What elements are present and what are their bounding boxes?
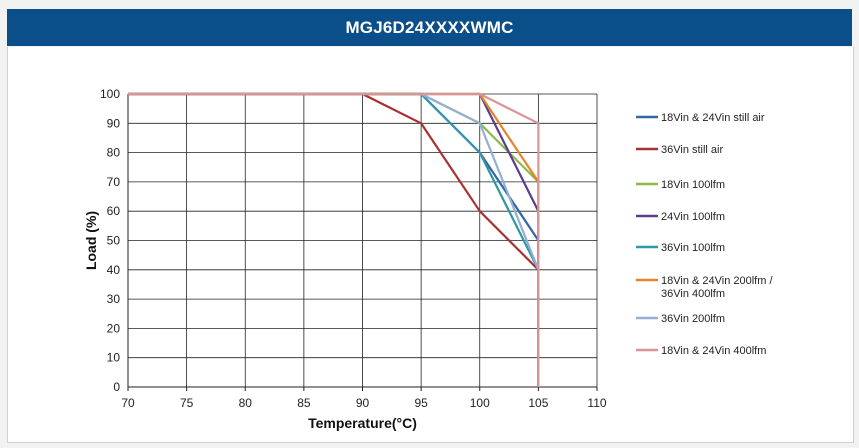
y-tick-label: 60: [107, 204, 121, 218]
y-tick-label: 70: [107, 175, 121, 189]
legend-label: 36Vin still air: [661, 144, 723, 156]
x-axis-title: Temperature(°C): [308, 415, 417, 431]
series-line: [128, 92, 540, 387]
page-title: MGJ6D24XXXXWMC: [345, 17, 514, 37]
y-tick-label: 0: [113, 380, 120, 394]
y-tick-label: 100: [100, 87, 120, 101]
x-tick-label: 105: [528, 396, 548, 410]
x-tick-label: 85: [297, 396, 311, 410]
legend-label: 18Vin & 24Vin 200lfm /36Vin 400lfm: [661, 275, 773, 300]
legend-label: 18Vin & 24Vin 400lfm: [661, 345, 766, 357]
axes: [127, 94, 598, 391]
series-lines: [128, 92, 540, 387]
x-tick-label: 70: [121, 396, 135, 410]
y-axis-title: Load (%): [83, 211, 99, 270]
legend-label: 18Vin & 24Vin still air: [661, 112, 765, 124]
chart-panel: [7, 47, 854, 443]
y-tick-label: 80: [107, 146, 121, 160]
legend-label: 36Vin 100lfm: [661, 242, 725, 254]
chart-title-bar: MGJ6D24XXXXWMC: [7, 9, 852, 46]
x-tick-label: 100: [470, 396, 490, 410]
legend: 18Vin & 24Vin still air 36Vin still air 18…: [636, 112, 773, 357]
tick-labels: 70 75 80 85 90 95 100 105 110 0 10 20 30 40 50 60 70 80 90…: [100, 87, 607, 410]
y-tick-label: 50: [107, 234, 121, 248]
x-tick-label: 110: [587, 396, 606, 410]
y-tick-label: 30: [107, 292, 121, 306]
y-tick-label: 90: [107, 116, 121, 130]
y-tick-label: 40: [107, 263, 121, 277]
y-tick-label: 20: [107, 321, 121, 335]
y-tick-label: 10: [107, 351, 121, 365]
x-tick-label: 75: [180, 396, 194, 410]
x-tick-label: 95: [414, 396, 428, 410]
legend-label: 18Vin 100lfm: [661, 179, 725, 191]
x-tick-label: 80: [239, 396, 253, 410]
x-tick-label: 90: [356, 396, 370, 410]
legend-label: 24Vin 100lfm: [661, 211, 725, 223]
legend-label: 36Vin 200lfm: [661, 313, 725, 325]
